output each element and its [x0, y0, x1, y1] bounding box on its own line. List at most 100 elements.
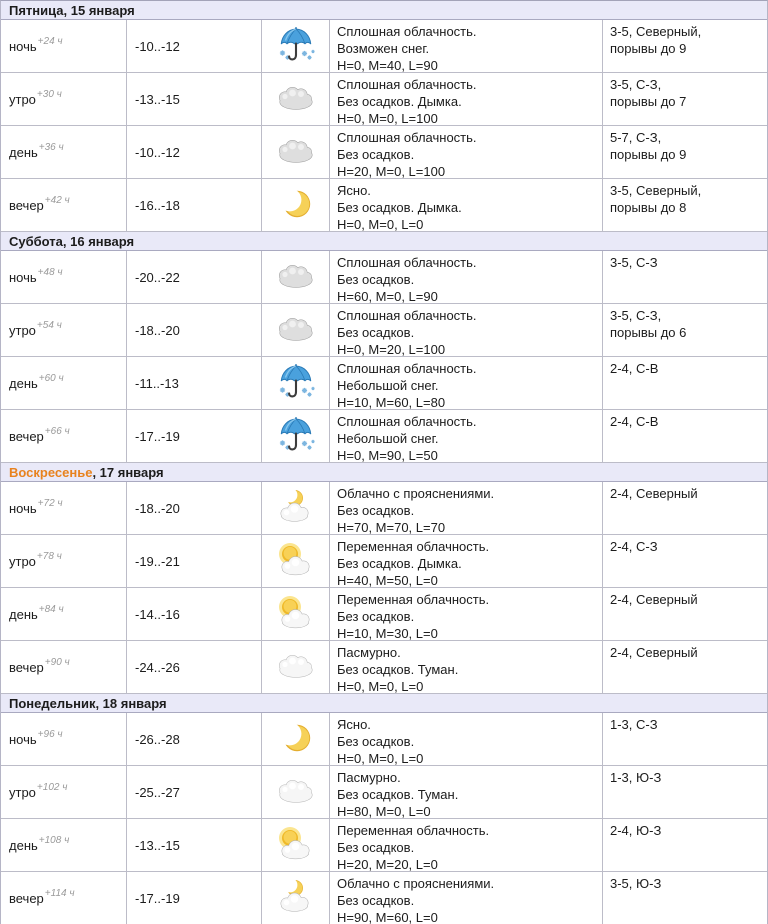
- period-label: день: [9, 144, 38, 160]
- wind-info: 2-4, Северный: [603, 588, 767, 640]
- temperature-cell: -13..-15: [127, 819, 262, 871]
- day-header: Пятница, 15 января: [1, 1, 767, 20]
- wind-info: 2-4, Северный: [603, 641, 767, 693]
- period-cell: день +84 ч: [1, 588, 127, 640]
- day-name[interactable]: Пятница: [9, 3, 64, 18]
- day-header: Суббота, 16 января: [1, 232, 767, 251]
- description-line: H=0, M=40, L=90: [337, 58, 438, 72]
- description-line: H=0, M=0, L=0: [337, 751, 424, 765]
- icon-cell: [262, 713, 330, 765]
- forecast-row: утро +102 ч -25..-27 Пасмурно. Без осадков…: [1, 766, 767, 819]
- moon-icon: [274, 184, 318, 227]
- wind-info: 2-4, Ю-З: [603, 819, 767, 871]
- description-line: Сплошная облачность.: [337, 308, 477, 323]
- time-offset: +60 ч: [38, 372, 64, 384]
- period-cell: ночь +24 ч: [1, 20, 127, 72]
- day-header: Воскресенье, 17 января: [1, 463, 767, 482]
- temperature-range: -19..-21: [135, 553, 180, 569]
- description-line: Переменная облачность.: [337, 539, 490, 554]
- temperature-range: -18..-20: [135, 500, 180, 516]
- cloud-gray-icon: [274, 81, 318, 118]
- description-line: Сплошная облачность.: [337, 77, 477, 92]
- icon-cell: [262, 73, 330, 125]
- description-line: Сплошная облачность.: [337, 414, 477, 429]
- period-label: утро: [9, 91, 36, 107]
- temperature-range: -25..-27: [135, 784, 180, 800]
- icon-cell: [262, 304, 330, 356]
- temperature-cell: -10..-12: [127, 126, 262, 178]
- temperature-range: -10..-12: [135, 144, 180, 160]
- description-line: Облачно с прояснениями.: [337, 876, 495, 891]
- wind-line: 3-5, Ю-З: [610, 876, 662, 891]
- period-cell: утро +30 ч: [1, 73, 127, 125]
- time-offset: +54 ч: [36, 319, 62, 331]
- weather-description: Сплошная облачность. Небольшой снег. H=0, …: [330, 410, 603, 462]
- cloud-gray-icon: [274, 312, 318, 349]
- wind-info: 2-4, Северный: [603, 482, 767, 534]
- period-cell: ночь +48 ч: [1, 251, 127, 303]
- period-cell: утро +78 ч: [1, 535, 127, 587]
- moon-cloud-icon: [274, 877, 318, 919]
- description-line: Переменная облачность.: [337, 823, 490, 838]
- temperature-cell: -11..-13: [127, 357, 262, 409]
- period-label: утро: [9, 553, 36, 569]
- weather-description: Переменная облачность. Без осадков. H=20, …: [330, 819, 603, 871]
- period-label: ночь: [9, 731, 37, 747]
- wind-line: 3-5, С-З,: [610, 308, 662, 323]
- wind-info: 3-5, С-З: [603, 251, 767, 303]
- day-date: , 18 января: [95, 696, 167, 711]
- icon-cell: [262, 357, 330, 409]
- day-name[interactable]: Понедельник: [9, 696, 96, 711]
- day-rows: ночь +96 ч -26..-28 Ясно. Без осадков. H=0,…: [1, 713, 767, 924]
- period-label: ночь: [9, 269, 37, 285]
- icon-cell: [262, 20, 330, 72]
- wind-line: 3-5, Северный,: [610, 183, 702, 198]
- time-offset: +90 ч: [44, 656, 70, 668]
- period-label: вечер: [9, 197, 44, 213]
- description-line: H=60, M=0, L=90: [337, 289, 438, 303]
- day-name[interactable]: Воскресенье: [9, 465, 93, 480]
- wind-info: 3-5, Ю-З: [603, 872, 767, 924]
- icon-cell: [262, 641, 330, 693]
- description-line: H=20, M=0, L=100: [337, 164, 446, 178]
- weather-description: Переменная облачность. Без осадков. H=10, …: [330, 588, 603, 640]
- wind-line: 2-4, С-В: [610, 361, 659, 376]
- period-cell: вечер +114 ч: [1, 872, 127, 924]
- time-offset: +108 ч: [38, 834, 70, 846]
- wind-info: 2-4, С-В: [603, 357, 767, 409]
- weather-description: Переменная облачность. Без осадков. Дымка…: [330, 535, 603, 587]
- period-label: вечер: [9, 659, 44, 675]
- wind-info: 3-5, С-З, порывы до 7: [603, 73, 767, 125]
- description-line: Без осадков. Дымка.: [337, 200, 462, 215]
- wind-line: 2-4, Северный: [610, 486, 698, 501]
- weather-description: Сплошная облачность. Без осадков. H=0, M=2…: [330, 304, 603, 356]
- icon-cell: [262, 535, 330, 587]
- wind-line: порывы до 6: [610, 325, 687, 340]
- description-line: H=20, M=20, L=0: [337, 857, 438, 871]
- period-cell: вечер +90 ч: [1, 641, 127, 693]
- weather-description: Облачно с прояснениями. Без осадков. H=90,…: [330, 872, 603, 924]
- day-block: Суббота, 16 января ночь +48 ч -20..-22 Сп…: [1, 232, 767, 463]
- period-label: вечер: [9, 428, 44, 444]
- description-line: Без осадков. Туман.: [337, 787, 459, 802]
- description-line: Ясно.: [337, 717, 371, 732]
- cloud-white-icon: [274, 649, 318, 686]
- day-name[interactable]: Суббота: [9, 234, 63, 249]
- wind-line: 2-4, С-В: [610, 414, 659, 429]
- wind-line: порывы до 7: [610, 94, 687, 109]
- description-line: H=90, M=60, L=0: [337, 910, 438, 924]
- temperature-cell: -18..-20: [127, 304, 262, 356]
- temperature-cell: -25..-27: [127, 766, 262, 818]
- weather-description: Сплошная облачность. Небольшой снег. H=10,…: [330, 357, 603, 409]
- description-line: Переменная облачность.: [337, 592, 490, 607]
- description-line: Небольшой снег.: [337, 431, 439, 446]
- description-line: Без осадков.: [337, 893, 415, 908]
- temperature-cell: -18..-20: [127, 482, 262, 534]
- description-line: Без осадков. Дымка.: [337, 94, 462, 109]
- wind-line: порывы до 9: [610, 147, 687, 162]
- wind-line: 2-4, Ю-З: [610, 823, 662, 838]
- icon-cell: [262, 872, 330, 924]
- temperature-range: -24..-26: [135, 659, 180, 675]
- description-line: Облачно с прояснениями.: [337, 486, 495, 501]
